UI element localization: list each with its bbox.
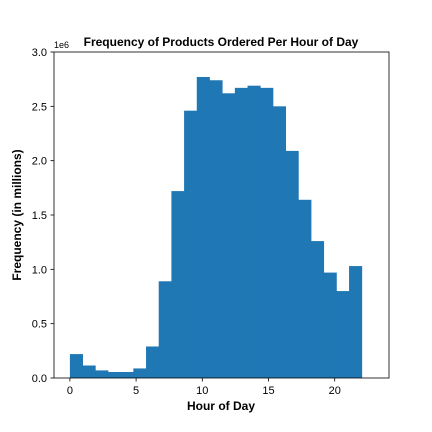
- y-tick-label: 1.5: [32, 210, 47, 222]
- x-axis-label: Hour of Day: [187, 399, 255, 413]
- x-tick-label: 10: [196, 385, 208, 397]
- y-tick-label: 2.5: [32, 101, 47, 113]
- chart-title: Frequency of Products Ordered Per Hour o…: [84, 35, 359, 49]
- histogram-bar: [184, 110, 198, 379]
- y-axis-label: Frequency (in millions): [10, 149, 24, 280]
- histogram-bar: [349, 266, 363, 378]
- histogram-bar: [310, 241, 325, 378]
- x-tick-label: 20: [329, 385, 341, 397]
- histogram-bar: [298, 199, 312, 378]
- y-offset-text: 1e6: [54, 40, 69, 50]
- histogram-bar: [323, 272, 337, 378]
- histogram-bar: [69, 354, 83, 378]
- histogram-bar: [234, 87, 248, 379]
- histogram-bar: [260, 87, 274, 379]
- histogram-bar: [209, 80, 223, 378]
- x-tick-label: 15: [262, 385, 274, 397]
- y-tick-label: 0.0: [32, 373, 47, 385]
- y-ticks-group: 0.0 0.5 1.0 1.5 2.0 2.5 3.0: [32, 47, 54, 385]
- y-tick-label: 0.5: [32, 319, 47, 331]
- histogram-bar: [336, 291, 350, 378]
- y-tick-label: 1.0: [32, 264, 47, 276]
- histogram-bar: [107, 372, 122, 378]
- x-ticks-group: 0 5 10 15 20: [67, 378, 341, 397]
- plot-frame: [53, 51, 390, 379]
- histogram-bar: [171, 191, 185, 378]
- x-tick-label: 0: [67, 385, 73, 397]
- histogram-bar: [82, 365, 96, 378]
- histogram-bar: [247, 85, 261, 378]
- histogram-bar: [196, 76, 210, 379]
- histogram-bar: [158, 281, 172, 378]
- x-tick-label: 5: [133, 385, 139, 397]
- histogram-bar: [146, 346, 160, 378]
- y-tick-label: 2.0: [32, 156, 47, 168]
- histogram-bar: [222, 93, 236, 378]
- histogram-bar: [285, 150, 299, 378]
- bars-group: [69, 76, 363, 379]
- histogram-bar: [272, 106, 287, 378]
- y-tick-label: 3.0: [32, 47, 47, 59]
- histogram-bar: [133, 368, 147, 378]
- histogram-bar: [120, 372, 134, 378]
- histogram-bar: [95, 370, 109, 378]
